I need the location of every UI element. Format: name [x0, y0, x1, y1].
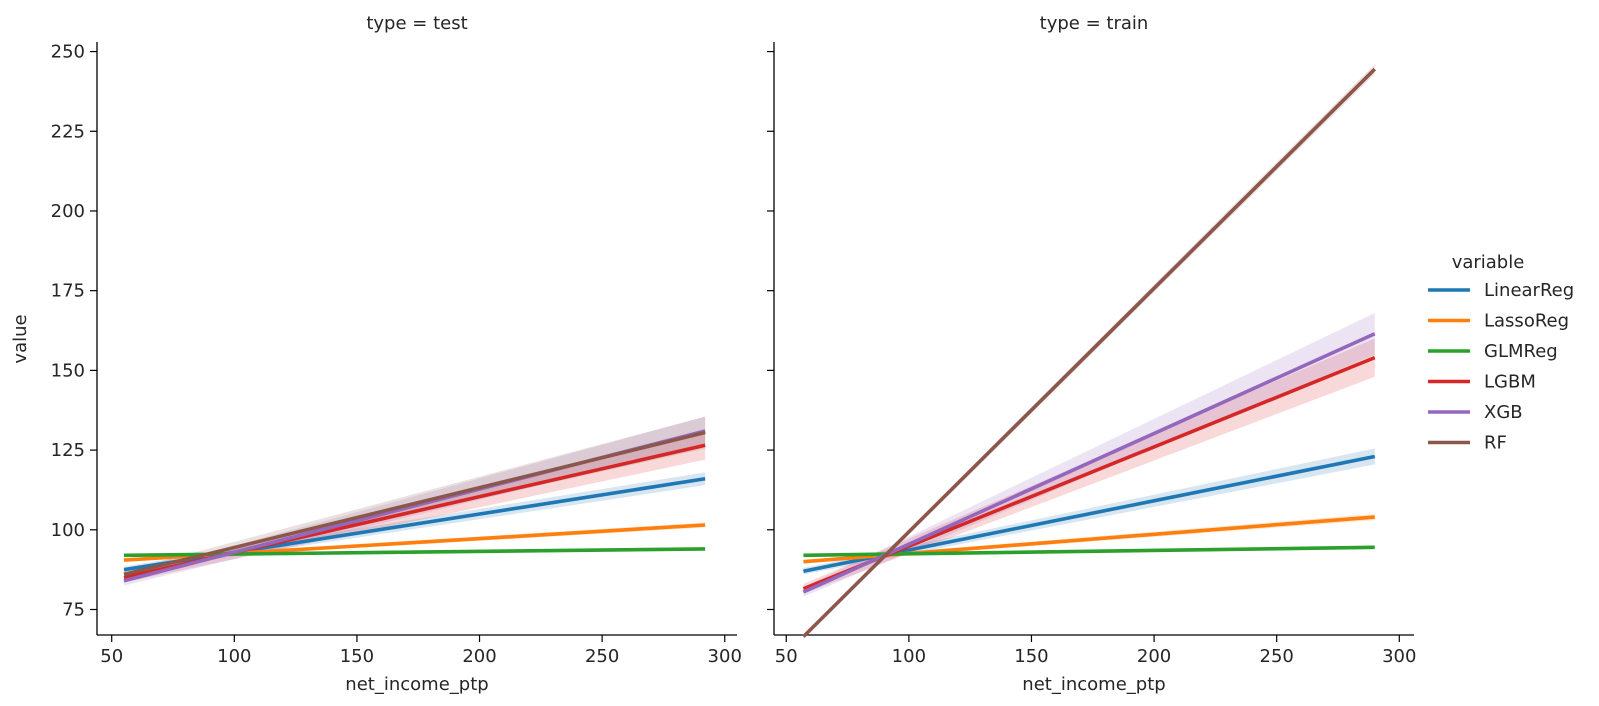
legend: variable LinearReg LassoReg GLMReg LGBM XGB R…	[1428, 252, 1574, 454]
x-tick-label: 200	[1137, 646, 1171, 667]
legend-item-lassoreg: LassoReg	[1428, 311, 1569, 332]
legend-item-xgb: XGB	[1428, 402, 1523, 423]
panel-title: type = train	[1040, 13, 1149, 34]
line-glmreg	[803, 545, 1375, 558]
legend-label: GLMReg	[1484, 341, 1558, 362]
y-tick-label: 100	[51, 520, 85, 541]
legend-item-lgbm: LGBM	[1428, 372, 1536, 393]
x-axis-label: net_income_ptp	[1022, 674, 1165, 695]
line-rf	[123, 430, 706, 577]
x-tick-label: 100	[892, 646, 926, 667]
x-tick-label: 200	[462, 646, 496, 667]
y-tick-label: 225	[51, 121, 85, 142]
legend-item-rf: RF	[1428, 433, 1507, 454]
legend-item-linearreg: LinearReg	[1428, 280, 1574, 301]
y-tick-label: 175	[51, 281, 85, 302]
legend-label: LassoReg	[1484, 311, 1569, 332]
panels: type = test 75 100 125 150 175 200 225 250 50 100 1…	[51, 13, 1417, 695]
line-xgb	[802, 332, 1376, 594]
x-tick-label: 300	[708, 646, 742, 667]
panel-1: type = test 75 100 125 150 175 200 225 250 50 100 1…	[51, 13, 742, 695]
x-axis-label: net_income_ptp	[345, 674, 488, 695]
line-rf	[802, 67, 1377, 638]
x-tick-label: 150	[1014, 646, 1048, 667]
legend-item-glmreg: GLMReg	[1428, 341, 1558, 362]
x-tick-label: 250	[585, 646, 619, 667]
legend-label: LinearReg	[1484, 280, 1574, 301]
y-tick-label: 75	[62, 599, 85, 620]
x-tick-label: 250	[1260, 646, 1294, 667]
x-tick-label: 50	[775, 646, 798, 667]
legend-label: XGB	[1484, 402, 1523, 423]
y-tick-label: 150	[51, 360, 85, 381]
x-tick-label: 300	[1382, 646, 1416, 667]
panel-title: type = test	[366, 13, 467, 34]
y-tick-label: 250	[51, 42, 85, 63]
y-tick-label: 125	[51, 440, 85, 461]
y-axis-label: value	[10, 314, 31, 363]
legend-label: RF	[1484, 433, 1507, 454]
x-tick-label: 50	[100, 646, 123, 667]
x-tick-label: 100	[217, 646, 251, 667]
legend-label: LGBM	[1484, 372, 1536, 393]
panel-2: type = train 50 100 150 200 250 300 net_income_…	[767, 13, 1416, 695]
x-tick-label: 150	[340, 646, 374, 667]
legend-title: variable	[1452, 252, 1525, 273]
y-tick-label: 200	[51, 201, 85, 222]
